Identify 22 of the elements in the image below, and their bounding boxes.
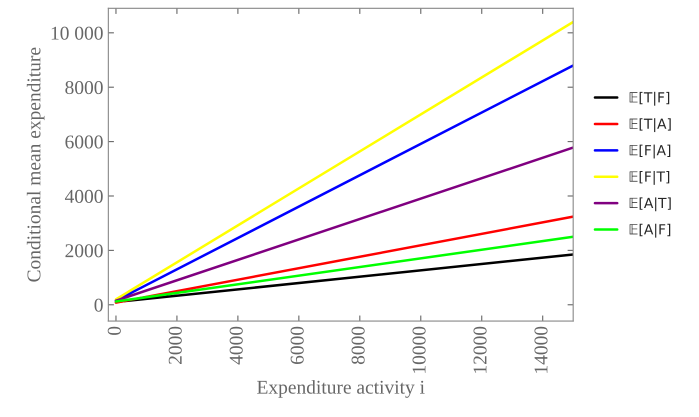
legend-label: 𝔼[F|T] [630,170,670,185]
y-tick-label: 6000 [65,135,103,149]
legend-label: 𝔼[A|F] [630,224,670,238]
x-tick-label: 0 [108,326,121,335]
y-tick-label: 4000 [64,190,103,203]
x-tick-label: 14000 [534,326,548,373]
y-axis-title: Conditional mean expenditure [26,48,44,282]
y-tick-label: 8000 [65,81,103,94]
y-tick-label: 10 000 [52,26,103,40]
x-tick-label: 6000 [290,326,304,364]
legend-label: 𝔼[F|A] [630,144,670,158]
x-tick-label: 2000 [168,326,182,364]
legend-label: 𝔼[T|F] [630,92,670,106]
y-tick-label: 2000 [65,244,103,258]
legend-label: 𝔼[A|T] [630,197,671,212]
x-axis-title: Expenditure activity i [257,380,425,398]
x-tick-label: 8000 [352,326,365,364]
x-tick-label: 10000 [412,326,426,373]
x-tick-label: 12000 [473,326,487,373]
legend-label: 𝔼[T|A] [630,118,671,132]
y-tick-label: 0 [94,298,103,312]
x-tick-label: 4000 [230,326,243,364]
